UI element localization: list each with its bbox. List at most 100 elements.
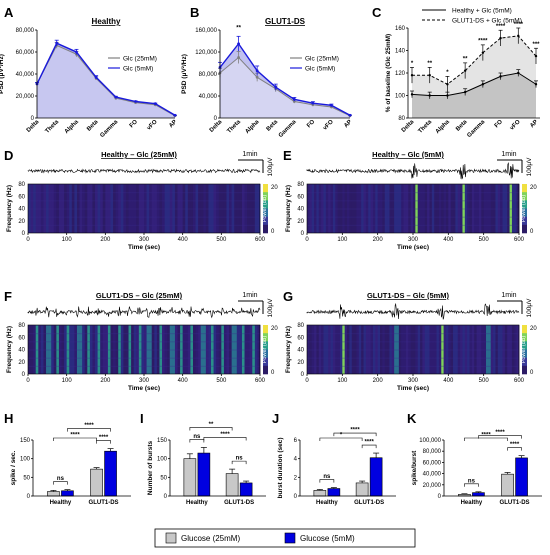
data-point-B [311, 101, 315, 105]
significance-bracket-H [67, 428, 111, 432]
heatmap-column-D [234, 184, 238, 233]
legend-label-25mm: Glucose (25mM) [181, 534, 240, 543]
axes-B [219, 30, 350, 119]
significance-C: ** [427, 61, 432, 67]
heatmap-column-D [48, 184, 52, 233]
x-tick-label-D: 300 [139, 237, 150, 243]
heatmap-column-F [118, 325, 122, 374]
panel-label-c: C [372, 5, 382, 20]
heatmap-column-F [190, 325, 194, 374]
y-axis-label-G: Frequency (Hz) [285, 326, 292, 373]
heatmap-column-G [436, 325, 440, 374]
heatmap-column-E [347, 184, 350, 233]
heatmap-column-E [370, 184, 374, 233]
significance-C: **** [478, 39, 488, 45]
significance-bracket-K [507, 447, 522, 451]
heatmap-column-D [56, 184, 60, 233]
x-tick-label-F: 200 [100, 378, 111, 384]
heatmap-column-F [53, 325, 57, 374]
heatmap-column-D [221, 184, 225, 233]
heatmap-column-G [354, 325, 357, 374]
heatmap-column-D [174, 184, 178, 233]
data-point-C [410, 74, 414, 77]
heatmap-column-G [401, 325, 404, 374]
x-tick-label-B: Beta [266, 119, 280, 133]
significance-label-I: ns [236, 456, 244, 462]
colorbar-segment-E [522, 200, 527, 209]
heatmap-column-E [339, 184, 343, 233]
x-tick-label-E: 200 [373, 237, 384, 243]
heatmap-column-F [136, 325, 140, 374]
heatmap-column-G [342, 325, 345, 374]
x-tick-label-G: 600 [514, 378, 525, 384]
heatmap-column-F [236, 325, 240, 374]
heatmap-column-E [361, 184, 364, 233]
y-tick-label-B: 120,000 [195, 50, 217, 56]
data-point-C [463, 69, 467, 72]
heatmap-column-E [344, 184, 348, 233]
heatmap-column-F [174, 325, 178, 374]
heatmap-column-E [476, 184, 480, 233]
heatmap-column-G [328, 325, 331, 374]
colorbar-segment-D [263, 208, 268, 217]
y-axis-label-D: Frequency (Hz) [6, 185, 13, 232]
heatmap-column-E [365, 184, 369, 233]
heatmap-column-D [82, 184, 86, 233]
heatmap-column-E [316, 184, 320, 233]
y-tick-label-I: 150 [157, 438, 168, 444]
data-point-B [255, 75, 259, 79]
y-tick-label-B: 160,000 [195, 28, 217, 34]
x-tick-label-E: 500 [479, 237, 490, 243]
heatmap-column-F [187, 325, 191, 374]
heatmap-column-G [493, 325, 496, 374]
heatmap-column-D [239, 184, 243, 233]
y-tick-label-A: 60,000 [16, 50, 35, 56]
heatmap-column-G [363, 325, 367, 374]
significance-bracket-K [478, 435, 522, 439]
heatmap-column-F [123, 325, 127, 374]
heatmap-column-G [476, 325, 480, 374]
heatmap-column-D [92, 184, 96, 233]
heatmap-column-F [71, 325, 75, 374]
heatmap-band-D [28, 200, 260, 202]
colorbar-segment-F [263, 357, 268, 367]
y-tick-label-A: 0 [31, 116, 35, 122]
y-tick-label-B: 40,000 [199, 94, 218, 100]
significance-bracket-H [53, 481, 68, 485]
heatmap-column-F [46, 325, 49, 374]
heatmap-column-G [398, 325, 402, 374]
heatmap-column-F [229, 325, 232, 374]
bar-H-0-1 [61, 490, 74, 497]
scalebar-time-E: 1min [501, 151, 516, 158]
heatmap-column-E [354, 184, 357, 233]
heatmap-band-F [28, 341, 260, 343]
y-tick-label-I: 50 [160, 475, 167, 481]
y-tick-label-F: 40 [18, 348, 25, 354]
y-tick-label-D: 80 [18, 182, 25, 188]
heatmap-column-F [105, 325, 109, 374]
heatmap-column-F [100, 325, 104, 374]
heatmap-column-G [471, 325, 475, 374]
heatmap-column-F [169, 325, 173, 374]
heatmap-column-D [252, 184, 256, 233]
heatmap-column-E [325, 184, 329, 233]
series-line-B-1 [219, 42, 351, 116]
bar-J-1-1 [369, 457, 383, 497]
heatmap-band-E [307, 224, 519, 226]
bar-K-0-1 [472, 492, 485, 497]
heatmap-column-G [424, 325, 428, 374]
heatmap-column-D [123, 184, 127, 233]
heatmap-column-G [502, 325, 506, 374]
colorbar-tick-bottom-G: 0 [530, 370, 534, 376]
data-point-C [446, 83, 449, 86]
x-tick-label-A: Alpha [64, 119, 80, 135]
heatmap-column-D [95, 184, 98, 233]
heatmap-column-G [516, 325, 520, 374]
heatmap-column-F [92, 325, 96, 374]
x-tick-label-C: Alpha [435, 119, 451, 135]
significance-label-H: **** [99, 435, 109, 441]
heatmap-column-D [97, 184, 101, 233]
heatmap-column-D [136, 184, 140, 233]
